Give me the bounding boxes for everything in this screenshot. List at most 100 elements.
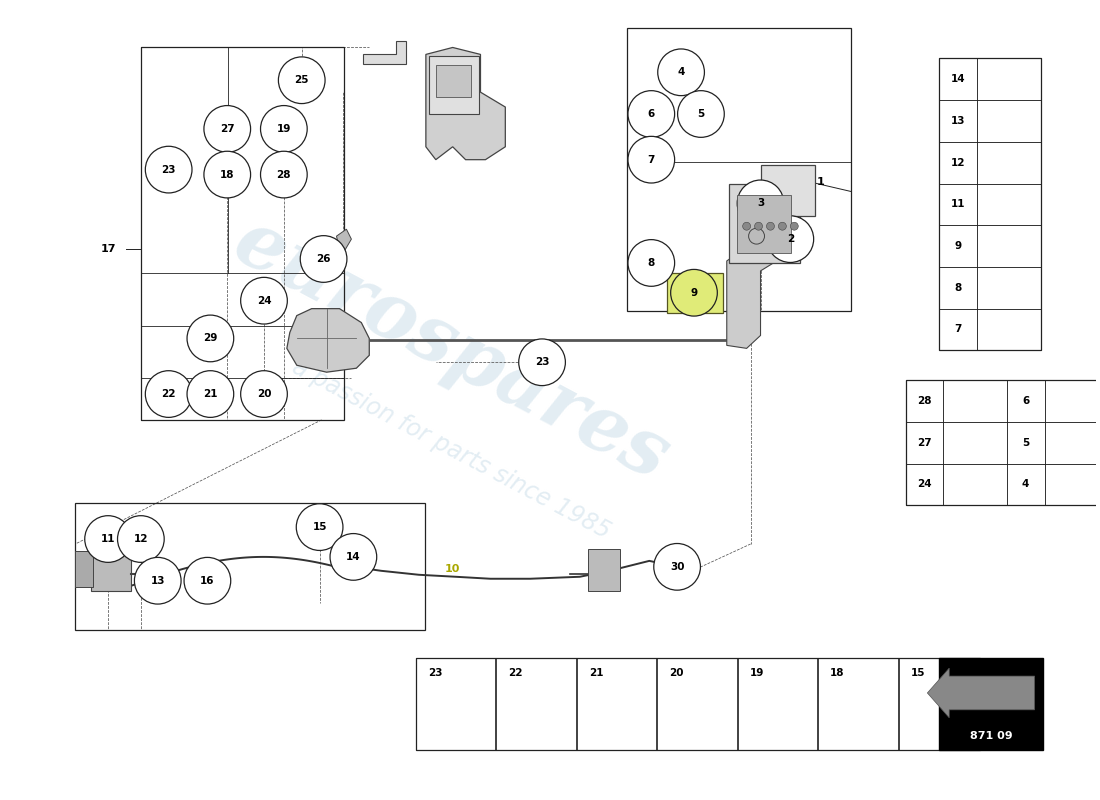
Bar — [429, 57, 478, 114]
Circle shape — [187, 370, 233, 418]
Circle shape — [519, 339, 565, 386]
Text: 20: 20 — [256, 389, 272, 399]
Bar — [1045, 422, 1100, 463]
Circle shape — [755, 222, 762, 230]
Text: 4: 4 — [1022, 479, 1030, 490]
Text: 1: 1 — [816, 177, 824, 186]
Circle shape — [628, 136, 674, 183]
Bar — [939, 100, 977, 142]
Text: 22: 22 — [508, 668, 522, 678]
Text: 12: 12 — [950, 158, 966, 168]
Polygon shape — [363, 41, 406, 64]
Circle shape — [241, 278, 287, 324]
Circle shape — [204, 106, 251, 152]
Text: 15: 15 — [911, 668, 925, 678]
Text: 13: 13 — [151, 576, 165, 586]
Bar — [939, 309, 977, 350]
Text: 23: 23 — [162, 165, 176, 174]
Text: 7: 7 — [648, 154, 654, 165]
Text: 14: 14 — [950, 74, 966, 84]
Text: 20: 20 — [669, 668, 684, 678]
Circle shape — [742, 222, 750, 230]
Circle shape — [628, 90, 674, 138]
Circle shape — [261, 106, 307, 152]
Circle shape — [134, 558, 182, 604]
Bar — [939, 226, 977, 267]
Text: 22: 22 — [162, 389, 176, 399]
Polygon shape — [287, 309, 370, 372]
Text: 5: 5 — [697, 109, 705, 119]
Text: 9: 9 — [955, 241, 961, 251]
Text: 2: 2 — [786, 234, 794, 244]
Text: 871 09: 871 09 — [969, 730, 1012, 741]
Text: a passion for parts since 1985: a passion for parts since 1985 — [287, 355, 614, 544]
Text: 17: 17 — [100, 244, 116, 254]
Bar — [944, 422, 1006, 463]
Bar — [627, 28, 851, 310]
Bar — [977, 309, 1041, 350]
Circle shape — [767, 222, 774, 230]
Text: 19: 19 — [749, 668, 764, 678]
Text: 28: 28 — [276, 170, 292, 179]
Text: 18: 18 — [220, 170, 234, 179]
Polygon shape — [927, 668, 1035, 718]
Circle shape — [653, 543, 701, 590]
Text: 24: 24 — [917, 479, 932, 490]
Text: 19: 19 — [277, 124, 292, 134]
Circle shape — [790, 222, 799, 230]
Bar — [905, 380, 1100, 506]
Text: 6: 6 — [648, 109, 654, 119]
Bar — [905, 422, 944, 463]
Circle shape — [671, 270, 717, 316]
Bar — [738, 658, 817, 750]
Circle shape — [261, 151, 307, 198]
Text: 28: 28 — [917, 396, 932, 406]
Bar — [939, 183, 977, 226]
Bar — [818, 658, 898, 750]
Bar — [1045, 380, 1100, 422]
Circle shape — [204, 151, 251, 198]
Text: 18: 18 — [830, 668, 845, 678]
Bar — [977, 142, 1041, 183]
Text: 25: 25 — [295, 75, 309, 86]
Bar — [939, 58, 977, 100]
Bar — [977, 58, 1041, 100]
Text: 24: 24 — [256, 296, 272, 306]
Text: 8: 8 — [648, 258, 654, 268]
Bar — [1045, 463, 1100, 506]
Text: 10: 10 — [446, 564, 461, 574]
Text: 21: 21 — [588, 668, 603, 678]
Bar — [944, 380, 1006, 422]
Text: 23: 23 — [535, 358, 549, 367]
Bar — [1006, 422, 1045, 463]
Bar — [977, 183, 1041, 226]
Circle shape — [300, 236, 346, 282]
Text: 3: 3 — [757, 198, 764, 208]
Bar — [737, 195, 791, 253]
Text: 8: 8 — [955, 282, 961, 293]
Text: 15: 15 — [312, 522, 327, 532]
Bar — [939, 658, 1043, 750]
Circle shape — [145, 146, 192, 193]
Text: 9: 9 — [691, 288, 697, 298]
Bar — [944, 463, 1006, 506]
Circle shape — [296, 504, 343, 550]
Circle shape — [187, 315, 233, 362]
Circle shape — [658, 49, 704, 96]
Bar — [416, 658, 495, 750]
Polygon shape — [426, 47, 505, 160]
Circle shape — [145, 370, 192, 418]
Circle shape — [278, 57, 326, 103]
Bar — [668, 273, 723, 313]
Circle shape — [241, 370, 287, 418]
Circle shape — [85, 516, 131, 562]
Bar — [658, 658, 737, 750]
Bar — [760, 165, 815, 216]
Circle shape — [779, 222, 786, 230]
Text: 16: 16 — [200, 576, 214, 586]
Bar — [141, 47, 344, 420]
Text: 5: 5 — [1022, 438, 1030, 448]
Text: 27: 27 — [917, 438, 932, 448]
Bar — [977, 267, 1041, 309]
Bar — [1006, 380, 1045, 422]
